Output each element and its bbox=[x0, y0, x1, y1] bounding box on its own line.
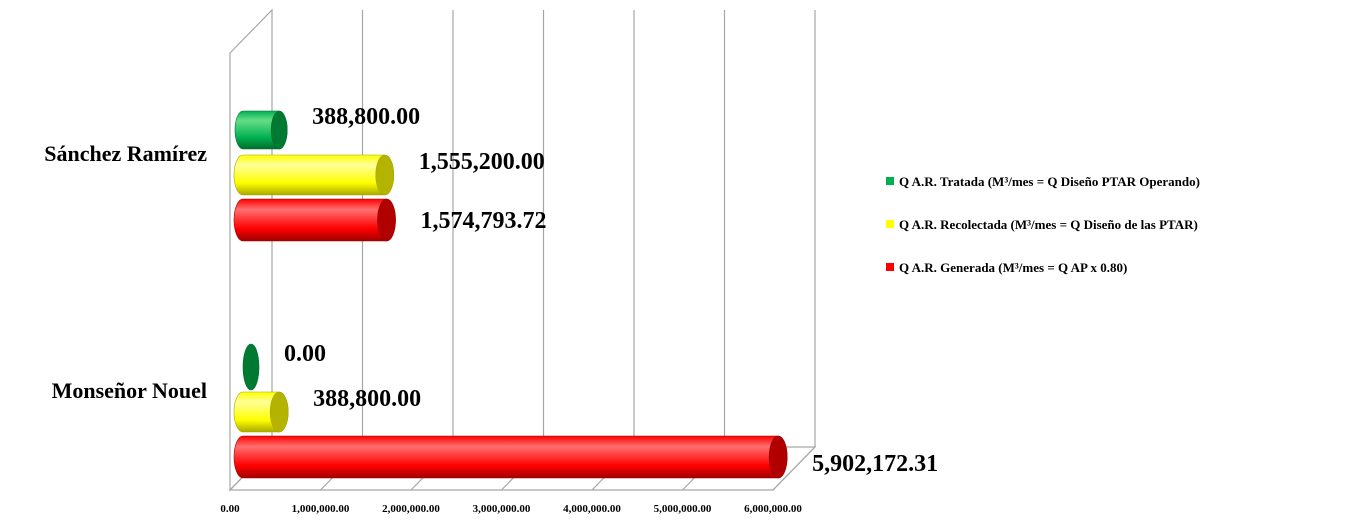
x-tick-label: 2,000,000.00 bbox=[382, 503, 440, 515]
category-labels: Monseñor Nouel Sánchez Ramírez bbox=[44, 141, 207, 403]
data-label: 0.00 bbox=[284, 341, 326, 367]
x-tick-label: 0.00 bbox=[220, 503, 240, 515]
legend-swatch bbox=[886, 220, 894, 228]
category-label: Monseñor Nouel bbox=[52, 378, 207, 403]
bar bbox=[234, 110, 288, 150]
bar bbox=[233, 198, 396, 242]
x-tick-label: 3,000,000.00 bbox=[473, 503, 531, 515]
legend-item: Q A.R. Generada (M³/mes = Q AP x 0.80) bbox=[886, 260, 1127, 275]
x-tick-label: 1,000,000.00 bbox=[292, 503, 350, 515]
legend-swatch bbox=[886, 177, 894, 185]
legend-item: Q A.R. Tratada (M³/mes = Q Diseño PTAR O… bbox=[886, 174, 1200, 189]
x-tick-label: 5,000,000.00 bbox=[654, 503, 712, 515]
data-label: 1,574,793.72 bbox=[421, 208, 547, 234]
x-axis-ticks: 0.00 1,000,000.00 2,000,000.00 3,000,000.00… bbox=[220, 503, 802, 515]
category-label: Sánchez Ramírez bbox=[44, 141, 207, 166]
legend-label: Q A.R. Generada (M³/mes = Q AP x 0.80) bbox=[899, 260, 1127, 275]
gridlines bbox=[229, 10, 816, 491]
data-label: 5,902,172.31 bbox=[812, 451, 938, 477]
legend-swatch bbox=[886, 263, 894, 271]
bar bbox=[233, 391, 289, 433]
data-labels: 5,902,172.31 388,800.00 0.00 1,574,793.72 1,… bbox=[284, 104, 938, 477]
bar bbox=[242, 343, 260, 391]
bar bbox=[233, 154, 395, 196]
data-label: 388,800.00 bbox=[313, 386, 421, 412]
data-label: 388,800.00 bbox=[312, 104, 420, 130]
legend-label: Q A.R. Recolectada (M³/mes = Q Diseño de… bbox=[899, 217, 1198, 232]
floor-gridline bbox=[772, 446, 816, 491]
legend-label: Q A.R. Tratada (M³/mes = Q Diseño PTAR O… bbox=[899, 174, 1200, 189]
x-tick-label: 6,000,000.00 bbox=[744, 503, 802, 515]
legend-item: Q A.R. Recolectada (M³/mes = Q Diseño de… bbox=[886, 217, 1198, 232]
bar bbox=[233, 435, 788, 479]
legend: Q A.R. Tratada (M³/mes = Q Diseño PTAR O… bbox=[886, 174, 1200, 275]
x-tick-label: 4,000,000.00 bbox=[563, 503, 621, 515]
chart-walls bbox=[228, 8, 817, 492]
data-label: 1,555,200.00 bbox=[419, 149, 545, 175]
bars bbox=[233, 110, 788, 479]
